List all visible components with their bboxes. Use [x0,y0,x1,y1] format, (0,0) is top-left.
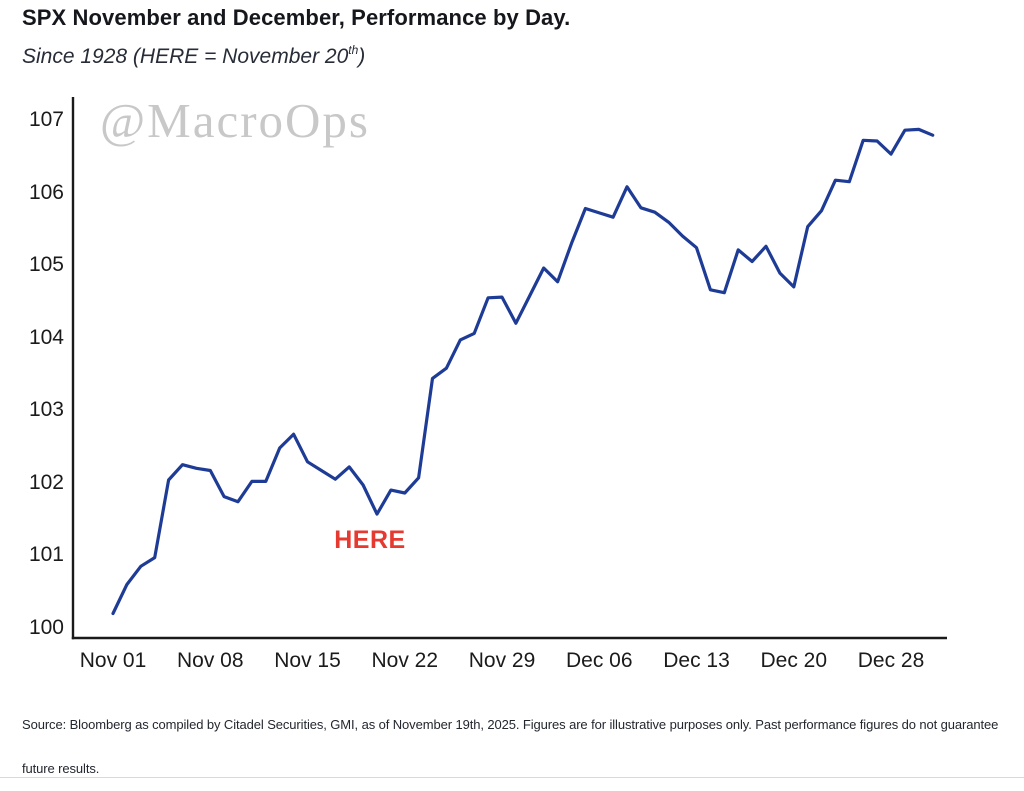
source-footnote: Source: Bloomberg as compiled by Citadel… [22,703,1024,791]
chart-title: SPX November and December, Performance b… [22,5,571,30]
y-tick-label: 105 [28,253,64,277]
x-tick-label: Nov 15 [274,649,341,672]
source-footnote-line1: Source: Bloomberg as compiled by Citadel… [22,717,999,732]
y-tick-label: 107 [28,108,64,131]
here-annotation: HERE [334,526,406,555]
y-tick-label: 103 [28,398,64,422]
y-tick-label: 101 [28,543,64,567]
x-tick-label: Dec 06 [565,649,633,672]
y-tick-label: 100 [28,616,64,639]
y-tick-label: 106 [28,180,64,204]
spx-line-series [111,127,935,616]
x-tick-label: Dec 20 [760,649,828,672]
x-tick-label: Dec 28 [857,649,925,672]
chart-subtitle-superscript: th [348,43,359,57]
chart-subtitle-text: Since 1928 (HERE = November 20 [22,45,349,68]
x-tick-label: Nov 29 [468,649,536,672]
x-tick-label: Nov 08 [176,649,244,672]
source-footnote-line2: future results. [22,761,100,776]
y-tick-label: 102 [28,470,64,494]
x-tick-label: Dec 13 [663,649,730,672]
chart-subtitle-close: ) [358,45,366,68]
x-tick-label: Nov 22 [371,649,439,672]
y-tick-label: 104 [28,325,64,349]
x-tick-label: Nov 01 [79,649,147,672]
watermark: @MacroOps [100,93,370,148]
chart-subtitle: Since 1928 (HERE = November 20th) [22,43,365,69]
